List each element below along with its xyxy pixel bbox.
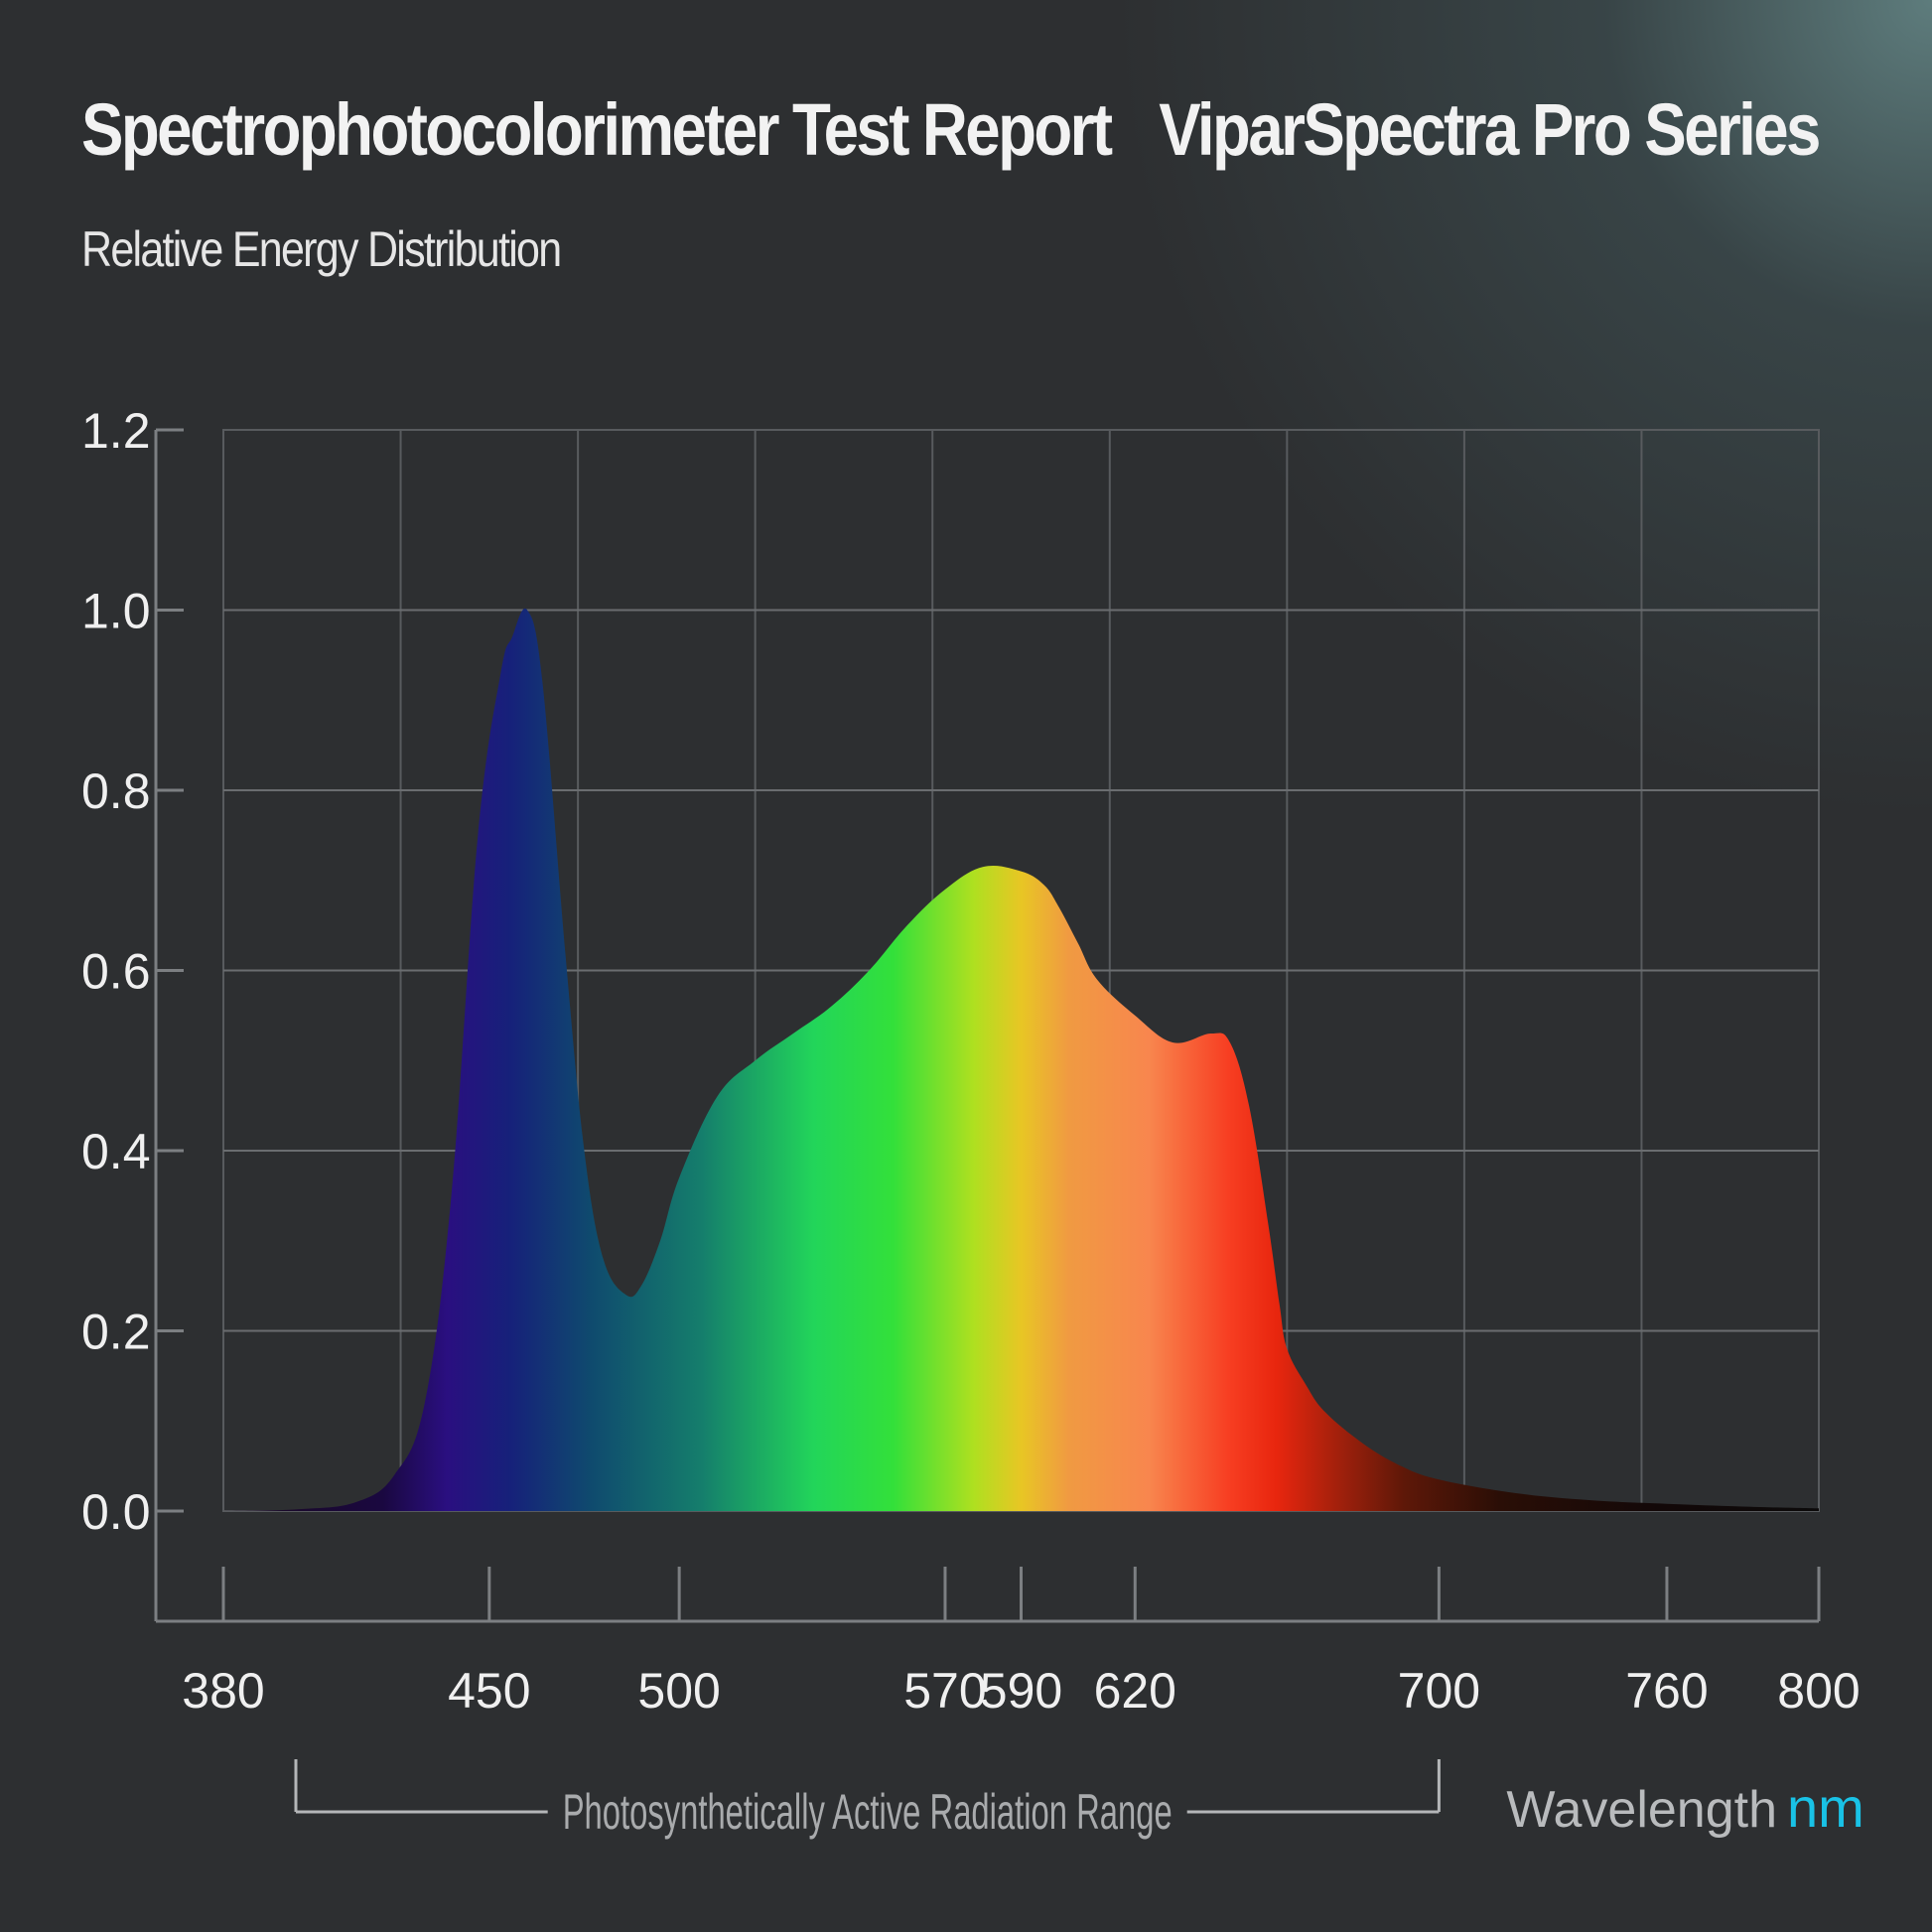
y-tick-label: 1.2 xyxy=(81,403,151,459)
y-tick-label: 0.2 xyxy=(81,1305,151,1360)
x-axis-unit: nm xyxy=(1787,1776,1864,1839)
x-tick-label: 700 xyxy=(1398,1663,1480,1719)
y-tick-label: 1.0 xyxy=(81,584,151,639)
page-title: Spectrophotocolorimeter Test Report xyxy=(81,88,1113,171)
y-tick-label: 0.4 xyxy=(81,1124,151,1179)
x-tick-label: 800 xyxy=(1777,1663,1860,1719)
x-tick-label: 500 xyxy=(637,1663,720,1719)
x-tick-label: 450 xyxy=(448,1663,530,1719)
brand-title: ViparSpectra Pro Series xyxy=(1159,88,1821,171)
x-tick-label: 590 xyxy=(980,1663,1062,1719)
x-tick-label: 570 xyxy=(903,1663,986,1719)
x-tick-label: 760 xyxy=(1625,1663,1708,1719)
x-tick-label: 620 xyxy=(1094,1663,1176,1719)
par-range-annotation: Photosynthetically Active Radiation Rang… xyxy=(294,1759,1441,1840)
y-axis-ticks: 0.0 0.2 0.4 0.6 0.8 1.0 1.2 xyxy=(81,403,151,1540)
x-tick-label: 380 xyxy=(182,1663,264,1719)
page-subtitle: Relative Energy Distribution xyxy=(81,221,562,277)
y-tick-label: 0.6 xyxy=(81,944,151,1000)
chart-axes xyxy=(154,428,1821,1623)
y-tick-label: 0.8 xyxy=(81,763,151,819)
spectrum-area xyxy=(223,608,1819,1511)
range-label: Photosynthetically Active Radiation Rang… xyxy=(563,1784,1173,1840)
y-tick-label: 0.0 xyxy=(81,1484,151,1540)
x-axis-label: Wavelength xyxy=(1506,1781,1777,1839)
